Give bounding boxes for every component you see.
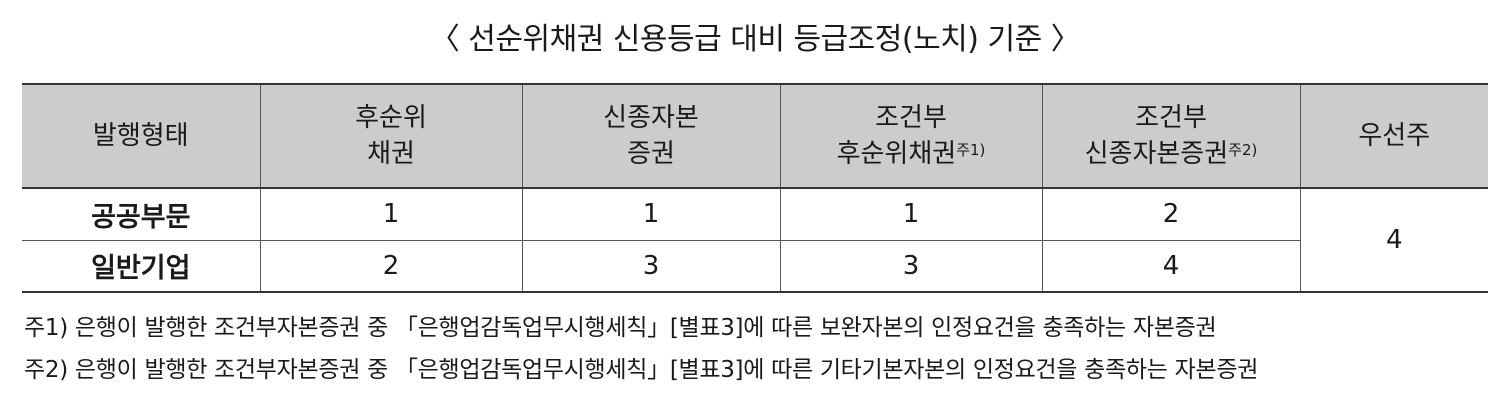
- header-label: 발행형태: [92, 121, 189, 151]
- table-cell: 2: [259, 240, 522, 293]
- header-label-line1: 조건부: [1135, 103, 1207, 133]
- table-header-row: 발행형태 후순위 채권 신종자본 증권 조건부 후순위채권주1) 조건부 신종자본증권주…: [22, 83, 1488, 189]
- row-label-public-sector: 공공부문: [22, 188, 260, 241]
- header-label-line1: 조건부: [875, 103, 947, 133]
- header-preferred-stock: 우선주: [1299, 83, 1488, 189]
- preferred-stock-cell: 4: [1299, 188, 1488, 293]
- table-row: 공공부문 1 1 1 2 4: [22, 188, 1488, 293]
- header-label-line2: 증권: [627, 139, 675, 169]
- footnote-1: 주1) 은행이 발행한 조건부자본증권 중 「은행업감독업무시행세칙」[별표3]…: [24, 315, 1217, 341]
- table-cell: 3: [779, 240, 1042, 293]
- header-label-line1: 후순위: [355, 103, 427, 133]
- row-label-general-corporate: 일반기업: [22, 240, 260, 293]
- table-cell: 1: [259, 188, 522, 241]
- footnotes: 주1) 은행이 발행한 조건부자본증권 중 「은행업감독업무시행세칙」[별표3]…: [24, 307, 1258, 391]
- header-label: 우선주: [1358, 121, 1431, 151]
- header-label-line2: 채권: [367, 139, 415, 169]
- page-title: 〈 선순위채권 신용등급 대비 등급조정(노치) 기준 〉: [429, 22, 1081, 57]
- header-label-line2: 후순위채권: [836, 139, 957, 169]
- header-label-line1: 신종자본: [603, 103, 699, 133]
- header-label-line2: 신종자본증권: [1084, 139, 1229, 169]
- table-cell: 4: [1041, 240, 1300, 293]
- footnote-ref-2: 주2): [1228, 141, 1258, 159]
- header-issue-type: 발행형태: [22, 83, 260, 189]
- table-cell: 1: [779, 188, 1042, 241]
- footnote-ref-1: 주1): [956, 141, 986, 159]
- table-cell: 1: [521, 188, 780, 241]
- table-cell: 3: [521, 240, 780, 293]
- table-cell: 2: [1041, 188, 1300, 241]
- table-row: 일반기업 2 3 3 4: [22, 240, 1488, 293]
- notch-adjustment-table: 발행형태 후순위 채권 신종자본 증권 조건부 후순위채권주1) 조건부 신종자본증권주…: [22, 83, 1488, 293]
- footnote-2: 주2) 은행이 발행한 조건부자본증권 중 「은행업감독업무시행세칙」[별표3]…: [24, 357, 1259, 383]
